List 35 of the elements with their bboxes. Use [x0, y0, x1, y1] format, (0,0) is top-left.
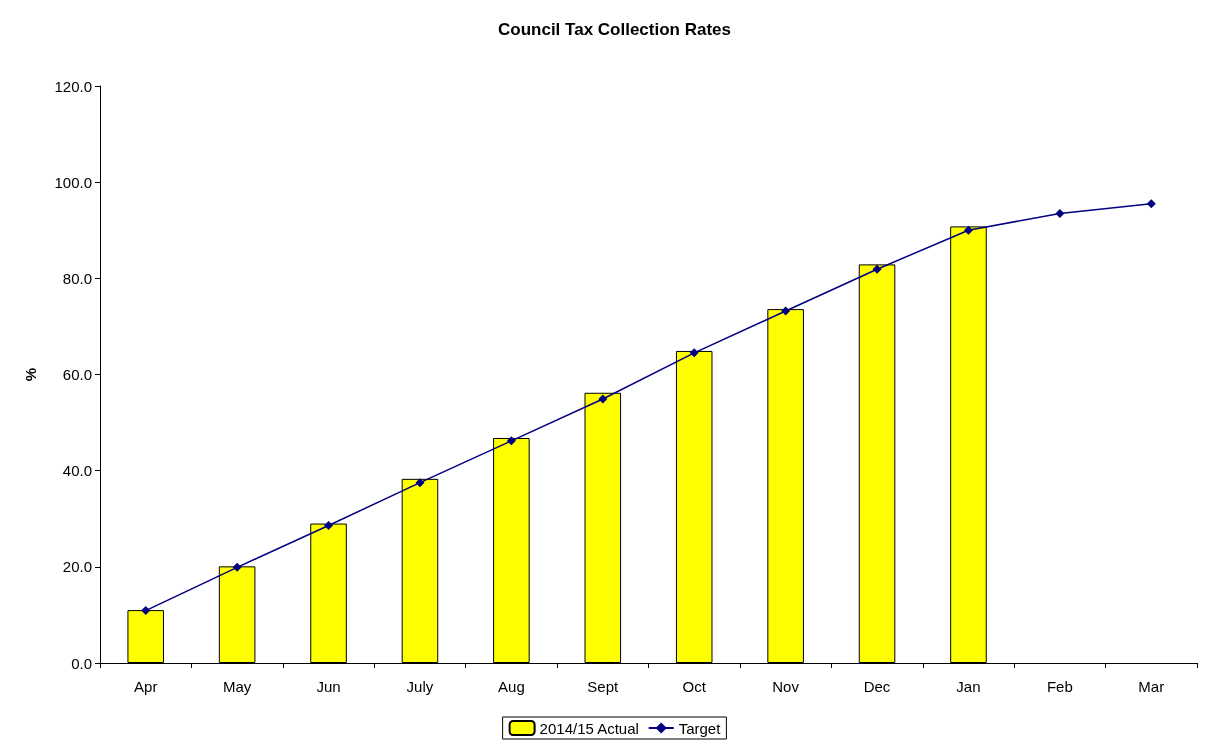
- y-tick-label: 120.0: [54, 77, 92, 95]
- point: [232, 562, 242, 572]
- x-tick-label: Aug: [498, 678, 525, 695]
- point: [963, 225, 973, 235]
- y-tick-label: 20.0: [62, 558, 92, 576]
- y-axis-title: %: [22, 367, 39, 382]
- x-tick-label: Nov: [772, 678, 800, 695]
- point: [1055, 208, 1065, 218]
- x-tick-label: Feb: [1046, 678, 1073, 695]
- point: [598, 394, 608, 404]
- legend-label: 2014/15 Actual: [539, 719, 639, 737]
- x-tick-label: Oct: [682, 678, 707, 695]
- x-tick-label: Jun: [316, 678, 341, 695]
- y-tick-label: 80.0: [62, 269, 92, 287]
- x-tick-label: Apr: [134, 678, 158, 695]
- point: [872, 264, 882, 274]
- x-tick-label: May: [222, 678, 252, 695]
- y-tick-label: 0.0: [71, 654, 92, 672]
- y-tick-label: 40.0: [62, 462, 92, 480]
- point: [324, 520, 334, 530]
- chart-title: Council Tax Collection Rates: [497, 20, 732, 39]
- x-tick-label: July: [406, 678, 434, 695]
- x-tick-label: Sept: [587, 678, 620, 695]
- point: [1146, 199, 1156, 209]
- y-tick-label: 60.0: [62, 366, 92, 383]
- legend-label: Target: [678, 719, 722, 737]
- point: [781, 306, 791, 316]
- x-tick-label: Dec: [863, 678, 891, 695]
- point: [506, 436, 516, 446]
- point: [141, 606, 151, 616]
- x-tick-label: Mar: [1138, 678, 1165, 695]
- x-tick-label: Jan: [956, 678, 981, 695]
- point: [689, 348, 699, 358]
- y-tick-label: 100.0: [54, 173, 92, 191]
- point: [415, 478, 425, 488]
